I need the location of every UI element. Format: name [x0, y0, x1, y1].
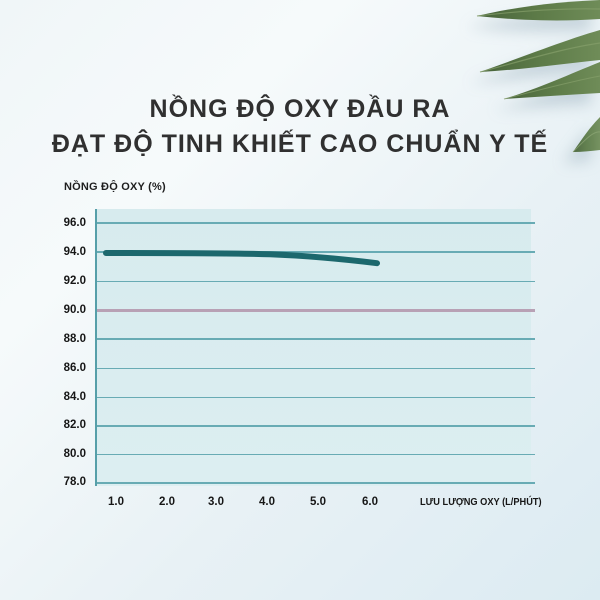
y-tick-label: 80.0: [63, 448, 86, 460]
gridline-96: [97, 222, 535, 224]
y-tick-label: 86.0: [63, 362, 86, 374]
palm-leaf-decoration: [476, 0, 600, 153]
y-tick-label: 88.0: [63, 333, 86, 345]
gridline-78: [97, 482, 535, 484]
x-tick-label: 2.0: [159, 496, 175, 508]
y-tick-label: 82.0: [63, 419, 86, 431]
page-title-line1: NỒNG ĐỘ OXY ĐẦU RA: [149, 95, 451, 123]
x-tick-label: 5.0: [310, 496, 326, 508]
gridline-94: [97, 251, 535, 253]
y-axis-title: NỒNG ĐỘ OXY (%): [64, 181, 166, 193]
x-tick-label: 4.0: [259, 496, 275, 508]
y-tick-label: 84.0: [63, 391, 86, 403]
x-tick-label: 3.0: [208, 496, 224, 508]
chart-plot-area: [95, 209, 535, 486]
reference-line-90: [97, 308, 535, 312]
gridline-80: [97, 453, 535, 455]
gridline-86: [97, 367, 535, 369]
y-tick-label: 94.0: [63, 246, 86, 258]
x-axis-title: LƯU LƯỢNG OXY (L/PHÚT): [420, 496, 570, 508]
gridline-84: [97, 396, 535, 398]
page-title-line2: ĐẠT ĐỘ TINH KHIẾT CAO CHUẨN Y TẾ: [51, 130, 549, 158]
gridline-82: [97, 425, 535, 427]
gridline-88: [97, 338, 535, 340]
gridline-92: [97, 280, 535, 282]
page-title: NỒNG ĐỘ OXY ĐẦU RA ĐẠT ĐỘ TINH KHIẾT CAO…: [0, 92, 600, 162]
y-tick-label: 96.0: [63, 217, 86, 229]
y-tick-label: 90.0: [63, 304, 86, 316]
y-tick-label: 92.0: [63, 275, 86, 287]
leaf-blades: [476, 0, 600, 153]
x-tick-label: 6.0: [362, 496, 378, 508]
x-axis-title-text: LƯU LƯỢNG OXY (L/PHÚT): [420, 496, 542, 508]
y-tick-label: 78.0: [63, 476, 86, 488]
x-tick-label: 1.0: [108, 496, 124, 508]
